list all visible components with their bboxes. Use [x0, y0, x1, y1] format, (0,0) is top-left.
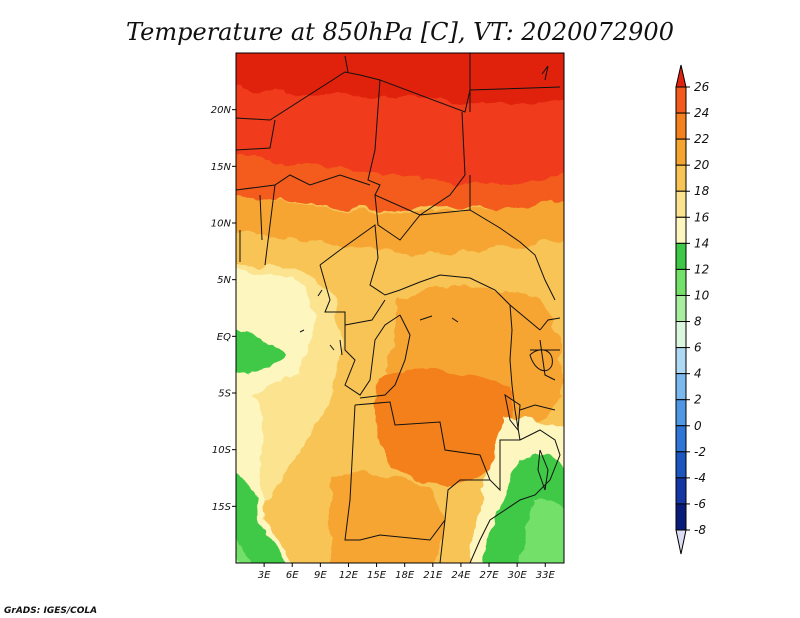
border-sahara-vertical: [344, 53, 471, 112]
x-tick-label: 6E: [286, 570, 299, 581]
zone-20-south: [330, 474, 444, 563]
y-tick-label: 5N: [217, 275, 231, 286]
colorbar-swatch: [675, 373, 687, 401]
sinai-coast: [541, 65, 549, 81]
colorbar-swatch: [675, 216, 687, 244]
coast-islands: [329, 339, 343, 356]
x-tick-label: 3E: [258, 570, 271, 581]
colorbar-swatch: [675, 399, 687, 427]
x-tick-label: 18E: [395, 570, 415, 581]
colorbar-swatch: [675, 190, 687, 218]
temperature-field: [236, 53, 564, 563]
colorbar-label: 8: [694, 315, 702, 329]
x-tick-label: 21E: [423, 570, 443, 581]
colorbar-swatch: [675, 112, 687, 140]
border-cameroon: [319, 264, 386, 326]
colorbar-swatch: [675, 425, 687, 453]
colorbar-label: 12: [694, 262, 709, 276]
border-drc-east: [509, 304, 521, 441]
x-tick-label: 15E: [367, 570, 387, 581]
zone-20-sahel: [236, 195, 564, 252]
border-namibia: [439, 519, 446, 563]
colorbar-label: 26: [694, 80, 710, 94]
border-angola-south: [344, 404, 490, 541]
border-car: [319, 224, 541, 331]
x-tick-label: 27E: [480, 570, 500, 581]
border-east-south: [469, 429, 561, 563]
zone-over: [236, 53, 564, 104]
y-tick-label: 15N: [211, 162, 232, 173]
map-frame: [235, 52, 565, 564]
zone-22-congo: [375, 369, 514, 485]
x-tick-label: 9E: [314, 570, 327, 581]
colorbar-swatch: [675, 86, 687, 114]
y-axis: 20N 15N 10N 5N EQ 5S 10S 15S: [211, 105, 236, 513]
colorbar-swatch: [675, 294, 687, 323]
y-tick-label: 20N: [211, 105, 232, 116]
country-borders: [236, 53, 561, 563]
colorbar-label: 10: [694, 288, 710, 302]
colorbar-swatch: [675, 503, 687, 531]
colorbar-label: -8: [694, 523, 706, 537]
border-angola-north: [354, 401, 520, 492]
colorbar-swatch: [675, 347, 687, 375]
lake-tanganyika: [504, 393, 521, 432]
colorbar-label: 18: [694, 184, 710, 198]
rivers: [299, 289, 459, 333]
colorbar-under-triangle: [675, 529, 687, 555]
colorbar-label: 14: [694, 236, 709, 250]
y-tick-label: EQ: [217, 332, 231, 343]
x-axis: 3E 6E 9E 12E 15E 18E 21E 24E 27E 30E 33E: [258, 563, 556, 581]
zone-10-atlantic: [236, 544, 250, 563]
lake-victoria: [529, 349, 553, 372]
colorbar-label: 22: [694, 132, 709, 146]
x-tick-label: 12E: [339, 570, 359, 581]
colorbar-label: -4: [694, 471, 706, 485]
border-sudan: [374, 194, 556, 301]
colorbar-label: -2: [694, 445, 706, 459]
border-west-coast: [239, 184, 276, 266]
y-tick-label: 10N: [211, 219, 232, 230]
grads-credit: GrADS: IGES/COLA: [4, 606, 97, 616]
border-mali: [236, 119, 276, 151]
y-tick-label: 5S: [218, 389, 231, 400]
border-sahara: [236, 71, 561, 121]
y-tick-label: 15S: [212, 502, 232, 513]
colorbar-label: -6: [694, 497, 706, 511]
border-gabon-congo: [344, 314, 401, 396]
border-niger-nigeria: [236, 174, 371, 191]
x-tick-label: 33E: [536, 570, 556, 581]
y-tick-label: 10S: [212, 445, 232, 456]
colorbar-swatch: [675, 451, 687, 479]
colorbar-swatch: [675, 477, 687, 505]
border-drc-west: [359, 314, 411, 399]
colorbar-swatch: [675, 164, 687, 192]
border-chad: [367, 79, 466, 241]
colorbar-swatch: [675, 321, 687, 349]
zone-10-east: [520, 500, 564, 563]
figure-title: Temperature at 850hPa [C], VT: 202007290…: [126, 18, 674, 46]
zone-12-gulf: [236, 330, 285, 374]
colorbar-over-triangle: [675, 64, 687, 88]
colorbar-label: 24: [694, 106, 709, 120]
colorbar-label: 16: [694, 210, 710, 224]
zone-8-atlantic: [236, 556, 241, 563]
colorbar-label: 0: [694, 419, 702, 433]
colorbar-swatch: [675, 268, 687, 296]
colorbar-label: 2: [694, 393, 702, 407]
zone-20-lakes: [537, 329, 562, 390]
x-tick-label: 24E: [451, 570, 471, 581]
colorbar-swatch: [675, 242, 687, 270]
colorbar-label: 4: [694, 367, 702, 381]
field-contours: [236, 53, 564, 563]
x-tick-label: 30E: [508, 570, 528, 581]
colorbar-label: 20: [694, 158, 710, 172]
lake-malawi: [537, 449, 549, 491]
colorbar-label: 6: [694, 341, 702, 355]
colorbar-swatch: [675, 138, 687, 166]
zone-12-atlantic: [236, 468, 284, 563]
